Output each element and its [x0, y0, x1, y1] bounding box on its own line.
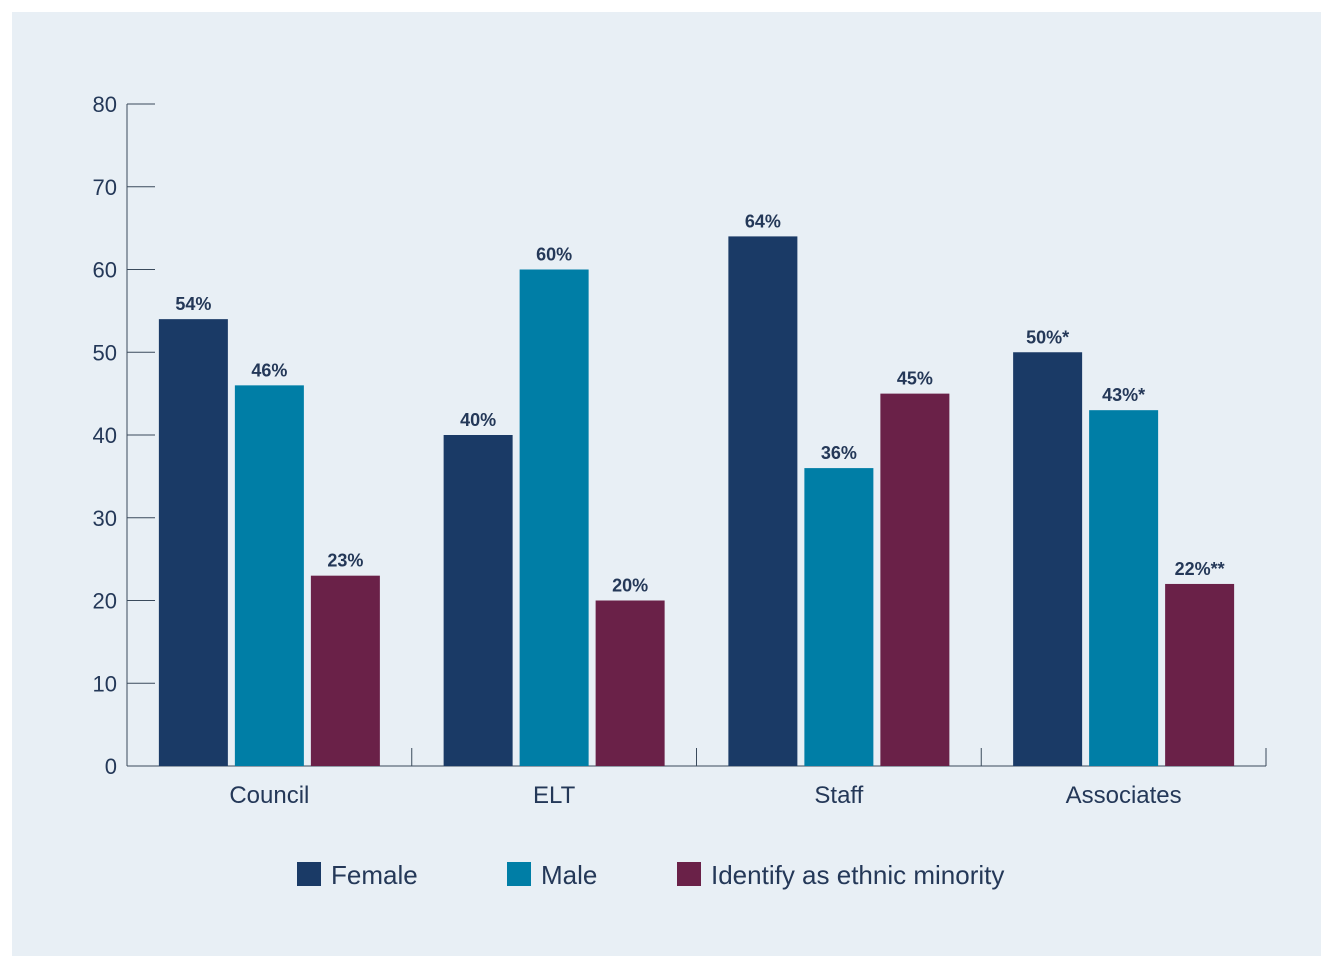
legend-swatch: [297, 862, 321, 886]
bar-male: [234, 385, 304, 766]
data-label: 40%: [460, 410, 496, 430]
data-label: 46%: [251, 360, 287, 380]
bar-male: [804, 468, 874, 766]
data-label: 50%*: [1026, 327, 1069, 347]
data-label: 43%*: [1102, 385, 1145, 405]
bar-male: [1089, 410, 1159, 766]
y-tick-label: 20: [93, 589, 117, 614]
x-category-label: Associates: [1066, 782, 1182, 809]
y-tick-label: 0: [105, 754, 117, 779]
bar-identify-as-ethnic-minority: [880, 393, 950, 766]
data-label: 20%: [612, 576, 648, 596]
data-label: 60%: [536, 245, 572, 265]
y-tick-label: 70: [93, 175, 117, 200]
x-category-label: Council: [229, 782, 309, 809]
legend: Female Male Identify as ethnic minority: [297, 860, 1004, 890]
y-tick-label: 30: [93, 506, 117, 531]
data-label: 64%: [745, 211, 781, 231]
bar-female: [1013, 352, 1083, 766]
legend-label: Male: [541, 860, 597, 890]
x-category-label: Staff: [814, 782, 863, 809]
bar-male: [519, 269, 589, 766]
bar-identify-as-ethnic-minority: [310, 575, 380, 766]
data-label: 23%: [327, 551, 363, 571]
bar-identify-as-ethnic-minority: [1165, 583, 1235, 766]
y-tick-label: 40: [93, 423, 117, 448]
data-label: 45%: [897, 369, 933, 389]
data-label: 22%**: [1175, 559, 1225, 579]
legend-label: Female: [331, 860, 418, 890]
data-label: 36%: [821, 443, 857, 463]
legend-swatch: [677, 862, 701, 886]
bar-identify-as-ethnic-minority: [595, 600, 665, 766]
bar-female: [443, 435, 513, 766]
legend-swatch: [507, 862, 531, 886]
legend-label: Identify as ethnic minority: [711, 860, 1004, 890]
data-label: 54%: [175, 294, 211, 314]
axes: 0 10 20 30 40 50 60 70 80 Council ELT Staff Associat…: [93, 92, 1267, 809]
y-tick-label: 60: [93, 258, 117, 283]
bar-female: [728, 236, 798, 766]
y-tick-label: 80: [93, 92, 117, 117]
y-tick-label: 10: [93, 671, 117, 696]
x-category-label: ELT: [533, 782, 576, 809]
y-tick-label: 50: [93, 340, 117, 365]
bar-female: [158, 319, 228, 766]
bars: 54% 46% 23% 40% 60% 20% 64% 36% 45% 50%* 43%* 22%**: [158, 211, 1235, 766]
